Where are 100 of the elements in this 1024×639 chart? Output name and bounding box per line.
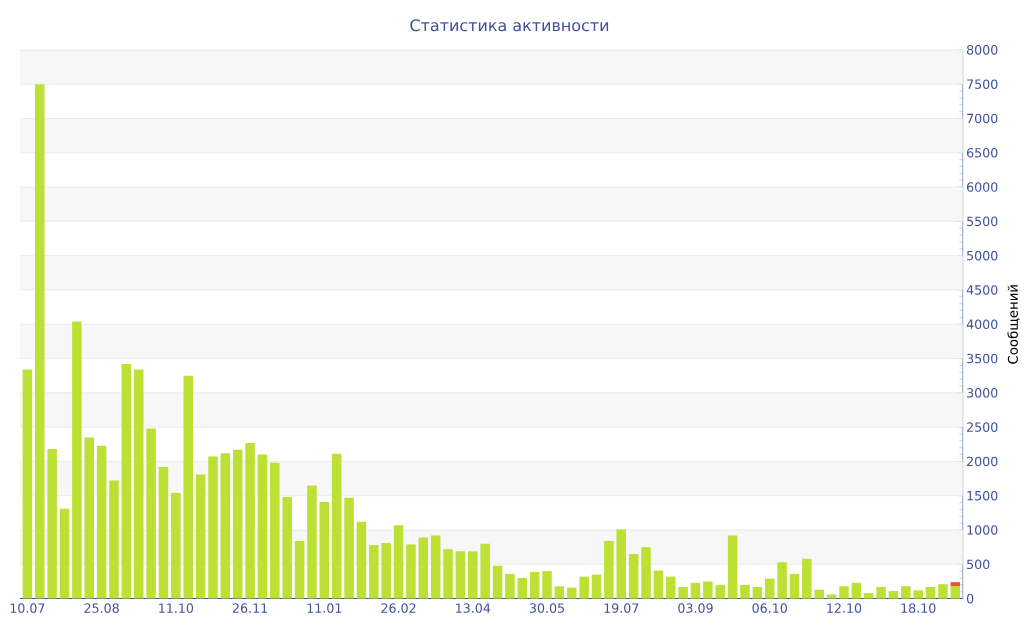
bar [257,454,268,599]
bar [121,364,132,599]
bar [628,554,639,599]
bar [294,541,305,599]
bar [554,586,565,599]
y-tick-label: 4000 [966,319,998,330]
y-tick-label: 1000 [967,525,998,536]
x-tick-label: 18.10 [901,603,936,614]
bar [703,581,713,599]
x-tick-label: 10.07 [10,603,45,614]
bar [331,454,342,599]
bar [579,576,589,599]
bar [344,498,354,599]
bar [381,543,391,599]
bar [925,587,936,599]
x-tick-label: 13.04 [456,603,491,614]
chart-title: Статистика активности [410,19,609,32]
x-tick-label: 11.01 [307,603,342,614]
y-tick-label: 6500 [966,148,998,158]
bar [740,585,750,599]
x-tick-label: 25.08 [84,603,119,614]
y-tick-label: 3000 [967,388,998,398]
bar [839,586,849,599]
bar [505,574,515,599]
bar [245,443,255,599]
y-tick-label: 500 [967,559,990,570]
bar [901,586,911,599]
y-tick-label: 3500 [967,353,998,364]
bar [517,578,528,599]
bar [641,547,651,599]
bar [492,565,503,599]
bar [950,582,961,587]
bar [480,543,490,599]
bar [468,551,478,599]
bar [22,369,33,599]
bar [406,544,416,599]
bar [542,571,552,599]
bar [133,369,144,599]
y-tick-label: 7500 [967,79,998,90]
bar [430,535,441,599]
x-tick-label: 19.07 [604,603,639,614]
x-tick-label: 06.10 [752,603,787,614]
bar [146,428,156,599]
y-tick-label: 1500 [967,491,998,501]
bar [814,589,824,599]
x-tick-label: 26.02 [381,603,416,614]
bar [319,502,330,599]
bar [616,529,627,599]
bar [59,508,70,599]
bar [47,449,57,599]
bar [715,585,725,599]
bar [950,586,961,599]
bar [604,541,614,599]
bar [653,570,664,599]
bar [208,456,218,599]
bar [567,587,577,599]
bar [529,572,540,599]
bar [220,453,231,599]
bar [802,559,812,599]
bar [158,467,169,599]
bar [888,591,899,599]
y-tick-label: 5500 [967,216,998,227]
x-tick-label: 12.10 [827,603,862,614]
bar [232,450,243,599]
bar [863,593,874,599]
x-tick-label: 11.10 [159,603,194,614]
bar [84,437,94,599]
bar [72,321,82,599]
y-tick-label: 2000 [967,456,998,467]
x-tick-label: 26.11 [232,603,268,614]
bar [876,587,886,599]
y-axis-title: Сообщений [1007,285,1020,364]
bar [690,583,701,599]
x-tick-label: 03.09 [678,603,713,614]
bar [826,594,837,599]
bar [777,562,787,599]
bar [764,578,775,599]
bar [34,84,45,599]
y-tick-label: 0 [966,594,974,604]
bar [109,480,119,599]
bar [369,545,379,599]
bar [678,587,688,599]
bar [171,493,181,599]
bar [356,522,367,599]
y-tick-label: 8000 [966,45,998,55]
bar [752,587,763,599]
bar [591,574,602,599]
bar [393,525,404,599]
bar [418,537,429,599]
bar [727,535,738,599]
y-tick-label: 7000 [967,113,998,124]
bar [913,590,923,599]
bar [195,474,206,599]
bar [789,574,800,599]
bar [938,584,948,599]
y-tick-label: 2500 [967,422,998,433]
y-tick-label: 6000 [966,182,998,193]
bar [183,375,193,599]
bar [270,463,280,599]
bar [282,497,292,599]
